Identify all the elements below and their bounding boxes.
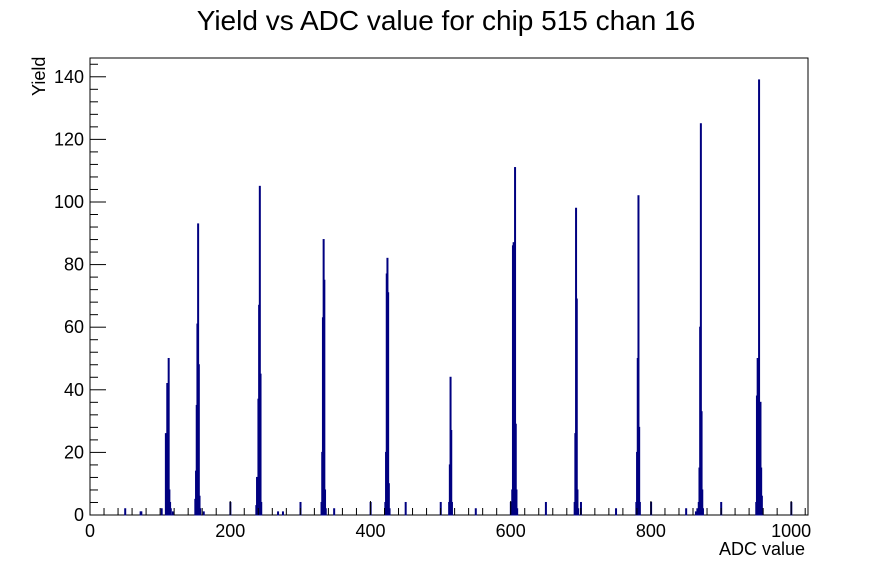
x-tick-label: 800 bbox=[636, 521, 666, 541]
x-tick-label: 400 bbox=[355, 521, 385, 541]
y-tick-label: 0 bbox=[74, 505, 84, 525]
histogram-bin-17 bbox=[197, 364, 200, 516]
histogram-bin-40 bbox=[333, 508, 336, 516]
histogram-bin-10 bbox=[169, 508, 172, 516]
histogram-bin-74 bbox=[615, 508, 618, 516]
histogram-bin-4 bbox=[164, 433, 167, 516]
histogram-bin-83 bbox=[694, 511, 697, 516]
histogram-bin-66 bbox=[544, 501, 547, 516]
histogram-bin-0 bbox=[124, 508, 127, 516]
histogram-bin-72 bbox=[577, 508, 580, 516]
y-tick-label: 140 bbox=[54, 67, 84, 87]
x-axis-label: ADC value bbox=[719, 539, 805, 559]
histogram-bin-2 bbox=[140, 511, 143, 516]
x-tick-label: 200 bbox=[215, 521, 245, 541]
histogram-bin-20 bbox=[202, 511, 205, 516]
histogram-bin-3 bbox=[160, 508, 163, 516]
histogram-bin-11 bbox=[171, 511, 174, 516]
histogram-bin-56 bbox=[474, 508, 477, 516]
x-tick-label: 600 bbox=[496, 521, 526, 541]
x-tick-label: 0 bbox=[85, 521, 95, 541]
histogram-bin-29 bbox=[260, 501, 263, 516]
x-tick-label: 1000 bbox=[771, 521, 811, 541]
histogram-bin-28 bbox=[259, 373, 262, 516]
y-tick-label: 40 bbox=[64, 380, 84, 400]
chart-title: Yield vs ADC value for chip 515 chan 16 bbox=[197, 5, 696, 36]
histogram-bin-39 bbox=[324, 508, 327, 516]
y-axis-label: Yield bbox=[29, 57, 49, 96]
histogram-bin-31 bbox=[281, 511, 284, 516]
histogram-bin-79 bbox=[638, 426, 641, 516]
histogram-bin-80 bbox=[638, 501, 641, 516]
histogram-bars bbox=[124, 79, 793, 516]
y-tick-label: 80 bbox=[64, 255, 84, 275]
histogram-bin-65 bbox=[516, 508, 519, 516]
y-tick-label: 20 bbox=[64, 442, 84, 462]
y-tick-label: 60 bbox=[64, 317, 84, 337]
histogram-bin-46 bbox=[387, 292, 390, 516]
histogram-bin-48 bbox=[388, 508, 391, 516]
histogram-bin-91 bbox=[701, 508, 704, 516]
histogram-bin-37 bbox=[323, 279, 326, 516]
histogram-bin-49 bbox=[404, 501, 407, 516]
histogram-bin-70 bbox=[575, 298, 578, 516]
y-tick-label: 120 bbox=[54, 129, 84, 149]
histogram-bin-19 bbox=[199, 508, 202, 516]
y-tick-label: 100 bbox=[54, 192, 84, 212]
histogram-bin-84 bbox=[696, 508, 699, 516]
histogram-bin-30 bbox=[277, 511, 280, 516]
histogram-bin-55 bbox=[450, 501, 453, 516]
y-axis-ticks: 0 20 40 60 80 100 120 140 bbox=[54, 63, 106, 525]
histogram-bin-82 bbox=[685, 508, 688, 516]
x-axis-ticks: 0 200 400 600 800 1000 bbox=[85, 501, 811, 541]
